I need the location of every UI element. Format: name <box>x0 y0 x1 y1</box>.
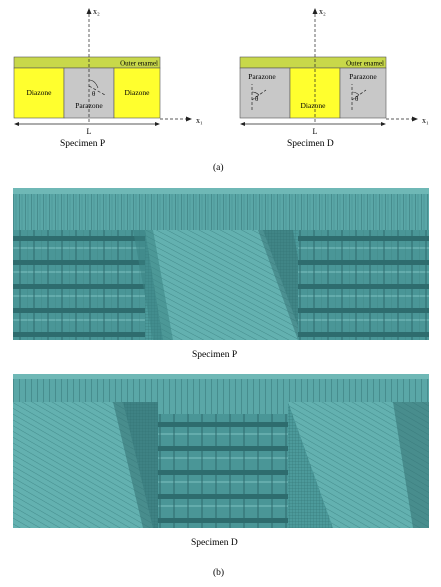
label-part-a: (a) <box>213 163 224 173</box>
mesh-d-left-parazone <box>13 402 153 528</box>
axis-x1-label-p: x₁ <box>196 116 203 125</box>
angle-label-d-left: θ <box>255 95 259 103</box>
axis-x2-label-p: x₂ <box>93 7 100 16</box>
label-part-b: (b) <box>213 568 225 578</box>
axis-x2-arrow-d <box>312 8 318 14</box>
angle-line-p <box>88 85 106 96</box>
length-label-p: L <box>87 127 92 136</box>
mesh-p-left-transition <box>133 230 173 340</box>
schematic-specimen-p: Outer enamel Diazone Parazone Diazone θ … <box>13 7 429 136</box>
axis-x2-label-d: x₂ <box>319 7 326 16</box>
angle-arc-d-right <box>351 91 360 96</box>
zone-label-d-right: Parazone <box>349 72 377 81</box>
zone-p-right <box>113 67 161 119</box>
mesh-p-top-band <box>13 188 429 230</box>
axis-x1-arrow-p <box>186 116 192 122</box>
dimension-arrow-left-p <box>14 122 19 126</box>
caption-mesh-specimen-d: Specimen D <box>191 538 238 548</box>
dimension-arrow-left-d <box>240 122 245 126</box>
mesh-d-top-edge <box>13 374 429 379</box>
mesh-d-center-diazone <box>158 402 288 528</box>
angle-label-p: θ <box>92 90 96 98</box>
angle-diag-d-left <box>251 89 267 101</box>
zone-label-p-mid: Parazone <box>75 101 103 110</box>
zone-label-p-right: Diazone <box>125 88 151 97</box>
mesh-d-right-transition <box>393 402 429 528</box>
caption-specimen-p-schematic: Specimen P <box>60 139 106 149</box>
dimension-arrow-right-d <box>381 122 386 126</box>
caption-specimen-d-schematic: Specimen D <box>287 139 334 149</box>
axis-x1-label-d: x₁ <box>422 116 429 125</box>
outer-enamel-label-d: Outer enamel <box>346 60 384 68</box>
angle-arc-d-left <box>251 91 260 96</box>
mesh-d-graphic <box>13 374 429 528</box>
angle-arc-p <box>88 79 99 89</box>
dimension-arrow-right-p <box>155 122 160 126</box>
mesh-specimen-p <box>13 188 429 340</box>
outer-enamel-label-p: Outer enamel <box>120 60 158 68</box>
mesh-d-left-transition <box>113 402 163 528</box>
mesh-p-right-diazone <box>298 230 429 340</box>
zone-label-p-left: Diazone <box>27 88 53 97</box>
axis-x1-arrow-d <box>412 116 418 122</box>
zone-d-right <box>339 67 387 119</box>
mesh-p-parazone-diagonal <box>145 230 303 340</box>
caption-mesh-specimen-p: Specimen P <box>192 350 238 360</box>
mesh-d-right-parazone <box>288 402 429 528</box>
axis-x2-arrow-p <box>86 8 92 14</box>
length-label-d: L <box>313 127 318 136</box>
angle-label-d-right: θ <box>355 95 359 103</box>
zone-label-d-left: Parazone <box>248 72 276 81</box>
mesh-p-graphic <box>13 188 429 340</box>
mesh-d-center-top <box>158 374 288 414</box>
angle-diag-d-right <box>351 89 367 101</box>
mesh-specimen-d <box>13 374 429 528</box>
mesh-p-left-diazone <box>13 230 145 340</box>
zone-label-d-mid: Diazone <box>301 101 327 110</box>
mesh-p-top-edge <box>13 188 429 194</box>
